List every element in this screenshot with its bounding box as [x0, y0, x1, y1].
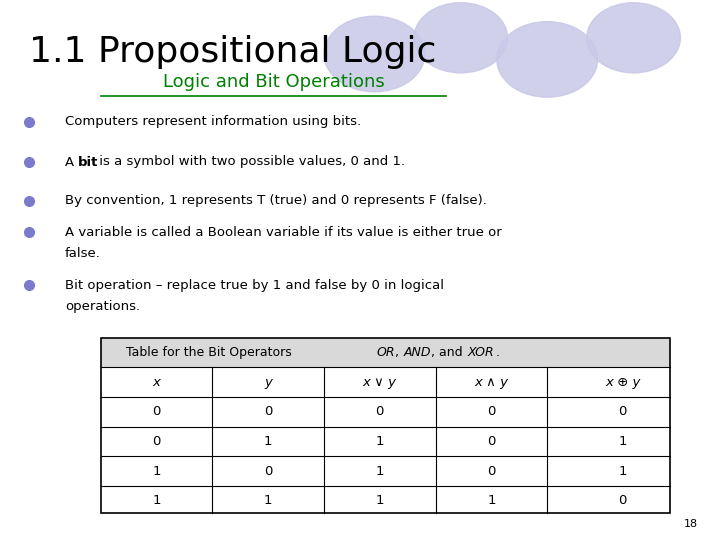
Text: A variable is called a Boolean variable if its value is either true or: A variable is called a Boolean variable …: [65, 226, 502, 239]
FancyBboxPatch shape: [101, 486, 670, 516]
Text: 1: 1: [264, 435, 272, 448]
Text: 0: 0: [264, 405, 272, 418]
FancyBboxPatch shape: [101, 427, 670, 456]
FancyBboxPatch shape: [101, 456, 670, 486]
Text: 0: 0: [487, 405, 495, 418]
Text: 0: 0: [487, 435, 495, 448]
FancyBboxPatch shape: [101, 397, 670, 427]
Text: 0: 0: [153, 435, 161, 448]
Text: 1: 1: [264, 494, 272, 508]
Text: x: x: [153, 375, 161, 389]
Text: AND: AND: [404, 346, 431, 359]
Text: 0: 0: [618, 494, 627, 508]
Text: 1: 1: [618, 435, 627, 448]
Text: A: A: [65, 156, 78, 168]
Text: 0: 0: [264, 464, 272, 478]
Text: XOR: XOR: [467, 346, 494, 359]
Text: 0: 0: [618, 405, 627, 418]
Text: Computers represent information using bits.: Computers represent information using bi…: [65, 115, 361, 128]
Text: By convention, 1 represents T (true) and 0 represents F (false).: By convention, 1 represents T (true) and…: [65, 194, 487, 207]
Text: is a symbol with two possible values, 0 and 1.: is a symbol with two possible values, 0 …: [95, 156, 405, 168]
Text: 1: 1: [618, 464, 627, 478]
Text: false.: false.: [65, 247, 101, 260]
Text: 1: 1: [376, 464, 384, 478]
FancyBboxPatch shape: [101, 338, 670, 367]
FancyBboxPatch shape: [101, 367, 670, 397]
Text: 1: 1: [153, 494, 161, 508]
Text: 0: 0: [376, 405, 384, 418]
Text: OR: OR: [377, 346, 395, 359]
Circle shape: [497, 22, 598, 97]
Text: operations.: operations.: [65, 300, 140, 313]
Text: 18: 18: [684, 519, 698, 529]
Text: 1: 1: [376, 494, 384, 508]
Text: x ∧ y: x ∧ y: [474, 375, 508, 389]
Circle shape: [414, 3, 508, 73]
Text: Logic and Bit Operations: Logic and Bit Operations: [163, 73, 384, 91]
Text: Table for the Bit Operators: Table for the Bit Operators: [126, 346, 300, 359]
Text: x ⊕ y: x ⊕ y: [605, 375, 641, 389]
Text: 0: 0: [487, 464, 495, 478]
Text: 1: 1: [153, 464, 161, 478]
Text: ,: ,: [395, 346, 403, 359]
Circle shape: [587, 3, 680, 73]
Text: 1: 1: [376, 435, 384, 448]
Circle shape: [324, 16, 425, 92]
Text: 0: 0: [153, 405, 161, 418]
Text: bit: bit: [78, 156, 98, 168]
Text: Bit operation – replace true by 1 and false by 0 in logical: Bit operation – replace true by 1 and fa…: [65, 279, 444, 292]
Text: y: y: [264, 375, 272, 389]
Text: x ∨ y: x ∨ y: [363, 375, 397, 389]
Text: 1: 1: [487, 494, 495, 508]
Text: , and: , and: [431, 346, 467, 359]
Text: .: .: [496, 346, 500, 359]
Text: 1.1 Propositional Logic: 1.1 Propositional Logic: [29, 35, 436, 69]
